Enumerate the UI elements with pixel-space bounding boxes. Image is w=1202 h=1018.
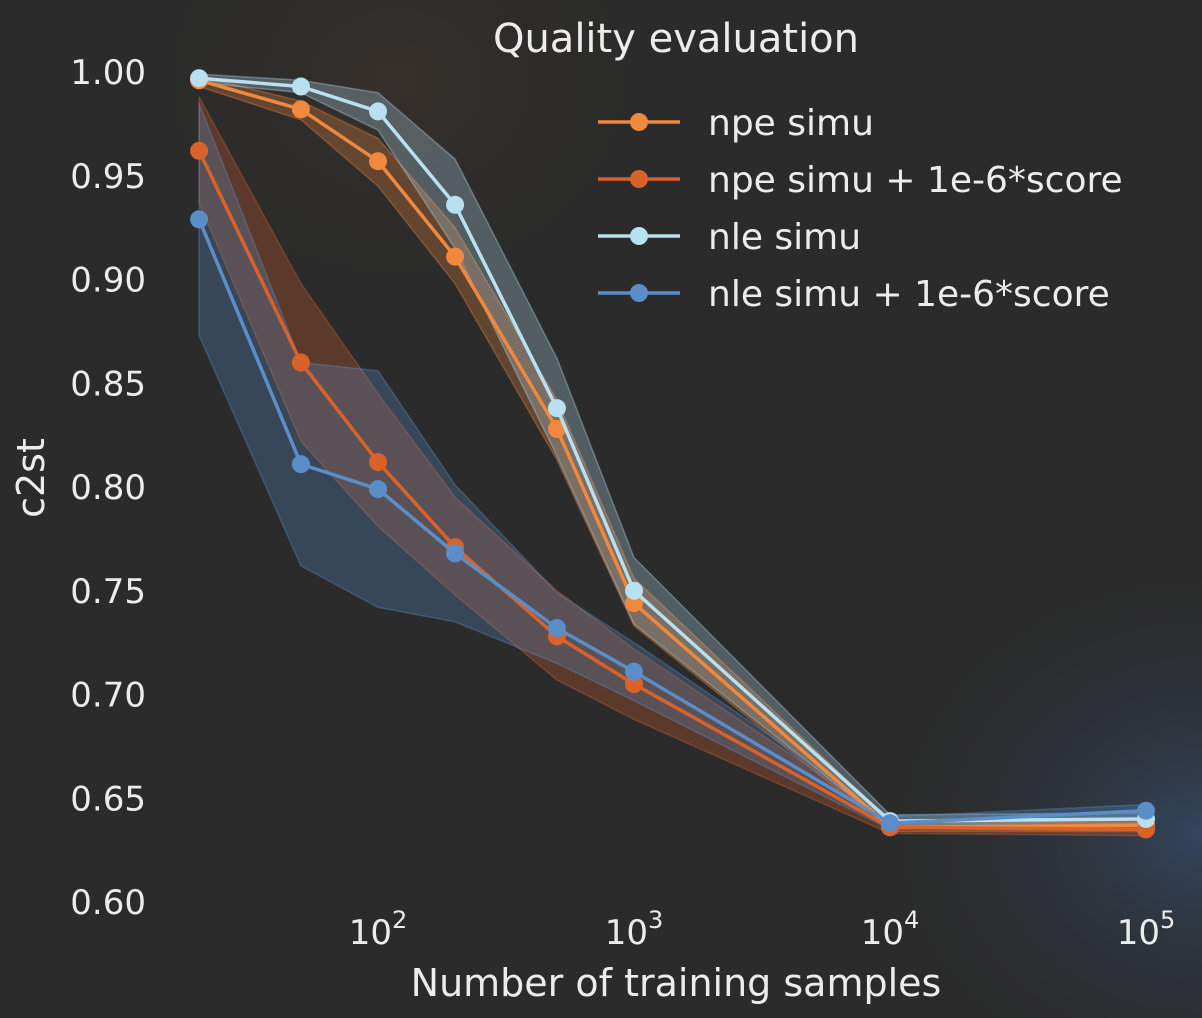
y-axis-ticks: 0.60 0.65 0.70 0.75 0.80 0.85 0.90 0.95 1.00	[70, 53, 146, 923]
y-tick-label: 0.60	[70, 883, 146, 923]
data-point	[547, 419, 566, 438]
legend-marker	[630, 170, 648, 188]
y-tick-label: 0.85	[70, 364, 146, 404]
y-tick-label: 0.95	[70, 157, 146, 197]
data-point	[547, 619, 566, 638]
data-point	[881, 814, 899, 833]
legend-item: npe simu + 1e-6*score	[598, 160, 1123, 201]
data-point	[369, 453, 387, 472]
x-tick-label: 103	[605, 906, 664, 953]
legend-item: npe simu	[598, 103, 874, 144]
data-point	[446, 195, 465, 214]
series-line	[197, 218, 1147, 825]
data-point	[625, 594, 643, 613]
data-point	[369, 152, 387, 171]
data-point	[547, 399, 566, 418]
x-tick-label: 105	[1117, 906, 1176, 953]
data-point	[625, 675, 643, 694]
legend-marker	[630, 227, 648, 245]
legend-label: npe simu + 1e-6*score	[708, 160, 1123, 201]
x-axis-ticks: 102 103 104 105	[349, 906, 1176, 953]
legend-item: nle simu + 1e-6*score	[598, 274, 1110, 315]
legend-item: nle simu	[598, 217, 861, 258]
y-tick-label: 0.65	[70, 779, 146, 819]
data-point	[446, 544, 465, 563]
legend: npe simu npe simu + 1e-6*score nle simu nle…	[598, 103, 1123, 315]
series-lines	[190, 69, 1155, 839]
y-tick-label: 0.90	[70, 261, 146, 301]
data-point	[190, 210, 209, 229]
x-tick-label: 102	[349, 906, 408, 953]
data-point	[291, 77, 310, 96]
series	[190, 210, 1155, 833]
legend-marker	[630, 284, 648, 302]
data-point	[291, 100, 310, 119]
chart-title: Quality evaluation	[493, 16, 859, 62]
legend-label: npe simu	[708, 103, 874, 144]
legend-marker	[630, 113, 648, 131]
data-point	[446, 247, 465, 266]
series-line	[198, 78, 1147, 830]
series-line	[198, 76, 1147, 823]
x-axis-title: Number of training samples	[411, 961, 942, 1005]
legend-label: nle simu + 1e-6*score	[708, 274, 1110, 315]
y-tick-label: 0.70	[70, 676, 146, 716]
data-point	[291, 353, 310, 372]
y-tick-label: 1.00	[70, 53, 146, 93]
data-point	[1137, 801, 1155, 820]
data-point	[369, 102, 387, 121]
data-point	[190, 69, 209, 88]
data-point	[190, 141, 209, 160]
data-point	[625, 662, 643, 681]
legend-label: nle simu	[708, 217, 861, 258]
y-tick-label: 0.75	[70, 572, 146, 612]
y-tick-label: 0.80	[70, 468, 146, 508]
data-point	[625, 581, 643, 600]
y-axis-title: c2st	[9, 438, 53, 518]
data-point	[369, 480, 387, 499]
data-point	[291, 455, 310, 474]
x-tick-label: 104	[861, 906, 920, 953]
